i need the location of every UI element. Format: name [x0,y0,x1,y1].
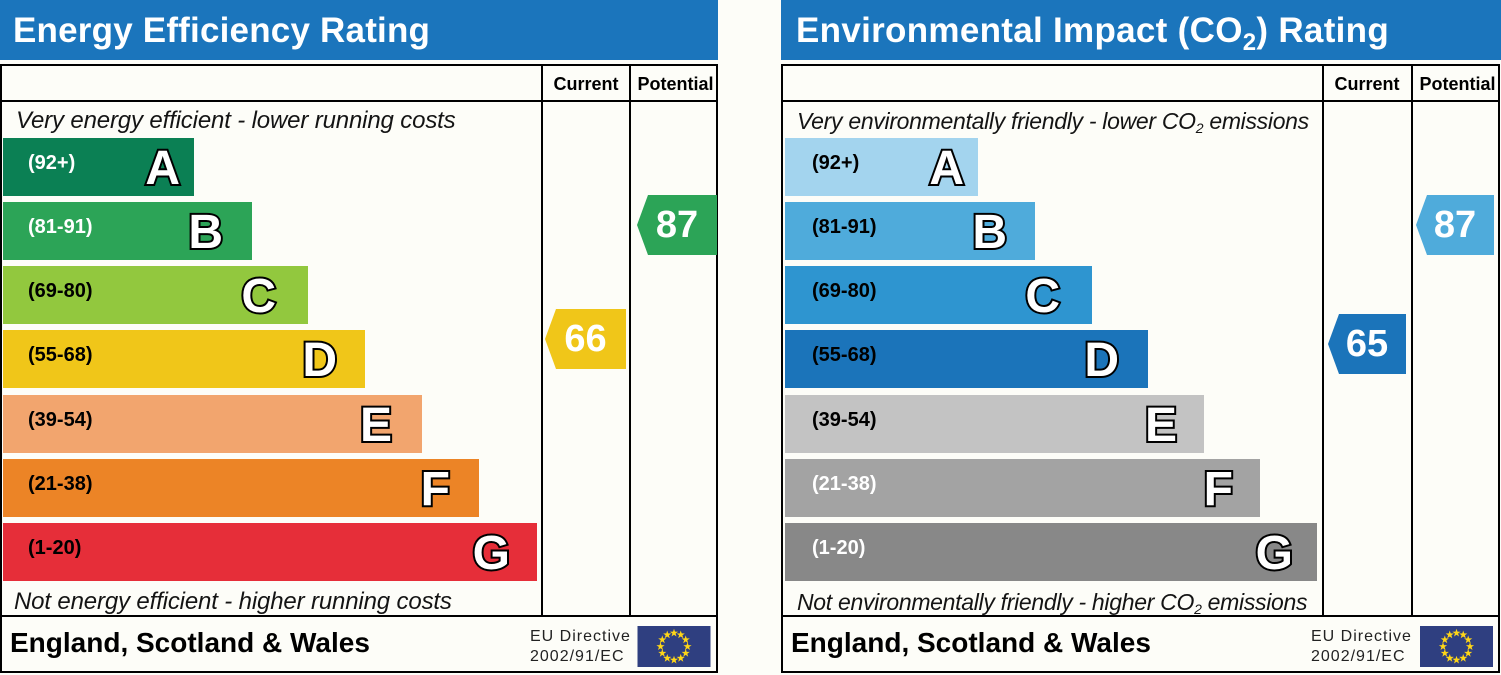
svg-text:F: F [421,463,450,516]
svg-text:G: G [473,527,510,580]
svg-text:E: E [360,399,392,452]
svg-text:B: B [972,206,1007,259]
svg-text:C: C [241,270,276,323]
svg-text:D: D [1084,334,1119,387]
svg-text:C: C [1025,270,1060,323]
svg-text:F: F [1204,463,1233,516]
svg-text:E: E [1145,399,1177,452]
svg-text:D: D [302,334,337,387]
svg-text:B: B [188,206,223,259]
svg-text:A: A [145,142,180,195]
svg-text:A: A [929,142,964,195]
svg-text:G: G [1256,527,1293,580]
